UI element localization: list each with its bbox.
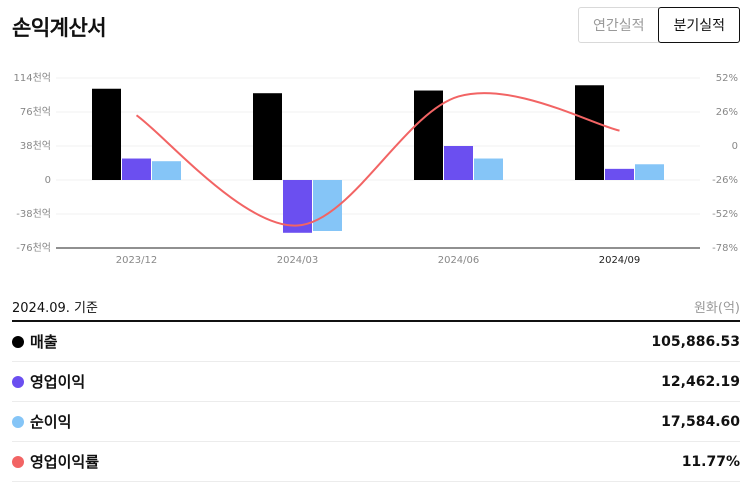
x-tick-label: 2024/03 (277, 255, 319, 266)
y-left-tick-label: -76천억 (16, 242, 51, 254)
summary-row-value: 105,886.53 (651, 333, 740, 350)
y-right-tick-label: 0 (732, 141, 738, 152)
bar-매출-2024/06 (414, 90, 443, 180)
y-left-tick-label: 38천억 (20, 140, 51, 152)
period-tabs: 연간실적 분기실적 (577, 7, 740, 43)
page-title: 손익계산서 (12, 16, 107, 40)
summary-row-label: 영업이익 (30, 373, 86, 391)
summary-row-operating-margin: 영업이익률 11.77% (12, 442, 740, 482)
bar-매출-2023/12 (92, 88, 121, 180)
summary-row-value: 17,584.60 (661, 413, 740, 430)
basis-row: 2024.09. 기준 원화(억) (12, 292, 740, 322)
x-tick-label: 2024/09 (599, 255, 641, 266)
y-right-tick-label: -78% (712, 243, 738, 254)
revenue-dot-icon (12, 335, 24, 348)
tab-quarterly[interactable]: 분기실적 (658, 7, 740, 43)
summary-row-revenue: 매출 105,886.53 (12, 322, 740, 362)
bar-영업이익-2023/12 (122, 158, 151, 180)
summary-table: 매출 105,886.53 영업이익 12,462.19 순이익 17,584.… (12, 322, 740, 482)
bar-영업이익-2024/06 (444, 146, 473, 180)
operating-margin-dot-icon (12, 455, 24, 468)
bar-순이익-2024/09 (635, 164, 664, 180)
tab-annual[interactable]: 연간실적 (577, 7, 660, 43)
x-tick-label: 2024/06 (438, 255, 480, 266)
y-right-tick-label: -52% (712, 209, 738, 220)
y-left-tick-label: 114천억 (14, 72, 52, 84)
summary-row-label: 영업이익률 (30, 453, 100, 471)
line-영업이익률 (135, 92, 620, 227)
y-left-tick-label: 76천억 (20, 106, 51, 118)
x-tick-label: 2023/12 (116, 255, 158, 266)
y-left-tick-label: -38천억 (16, 208, 51, 220)
summary-row-net-income: 순이익 17,584.60 (12, 402, 740, 442)
summary-row-value: 12,462.19 (661, 373, 740, 390)
bar-매출-2024/09 (575, 85, 604, 180)
bar-순이익-2024/06 (474, 158, 503, 180)
summary-row-value: 11.77% (681, 453, 740, 470)
basis-date: 2024.09. 기준 (12, 300, 98, 316)
income-chart: 114천억 76천억 38천억 0 -38천억 -76천억 52% 26% 0 -26% -52% -… (14, 72, 739, 266)
operating-profit-dot-icon (12, 375, 24, 388)
summary-row-label: 매출 (30, 333, 58, 351)
y-right-tick-label: -26% (712, 175, 738, 186)
y-left-tick-label: 0 (45, 175, 51, 186)
bar-순이익-2023/12 (152, 161, 181, 180)
net-income-dot-icon (12, 415, 24, 428)
summary-row-operating-profit: 영업이익 12,462.19 (12, 362, 740, 402)
y-right-tick-label: 52% (716, 73, 738, 84)
summary-row-label: 순이익 (30, 413, 72, 431)
y-right-tick-label: 26% (716, 107, 738, 118)
bar-매출-2024/03 (253, 93, 282, 180)
bar-영업이익-2024/09 (605, 168, 634, 180)
unit-label: 원화(억) (693, 300, 740, 316)
